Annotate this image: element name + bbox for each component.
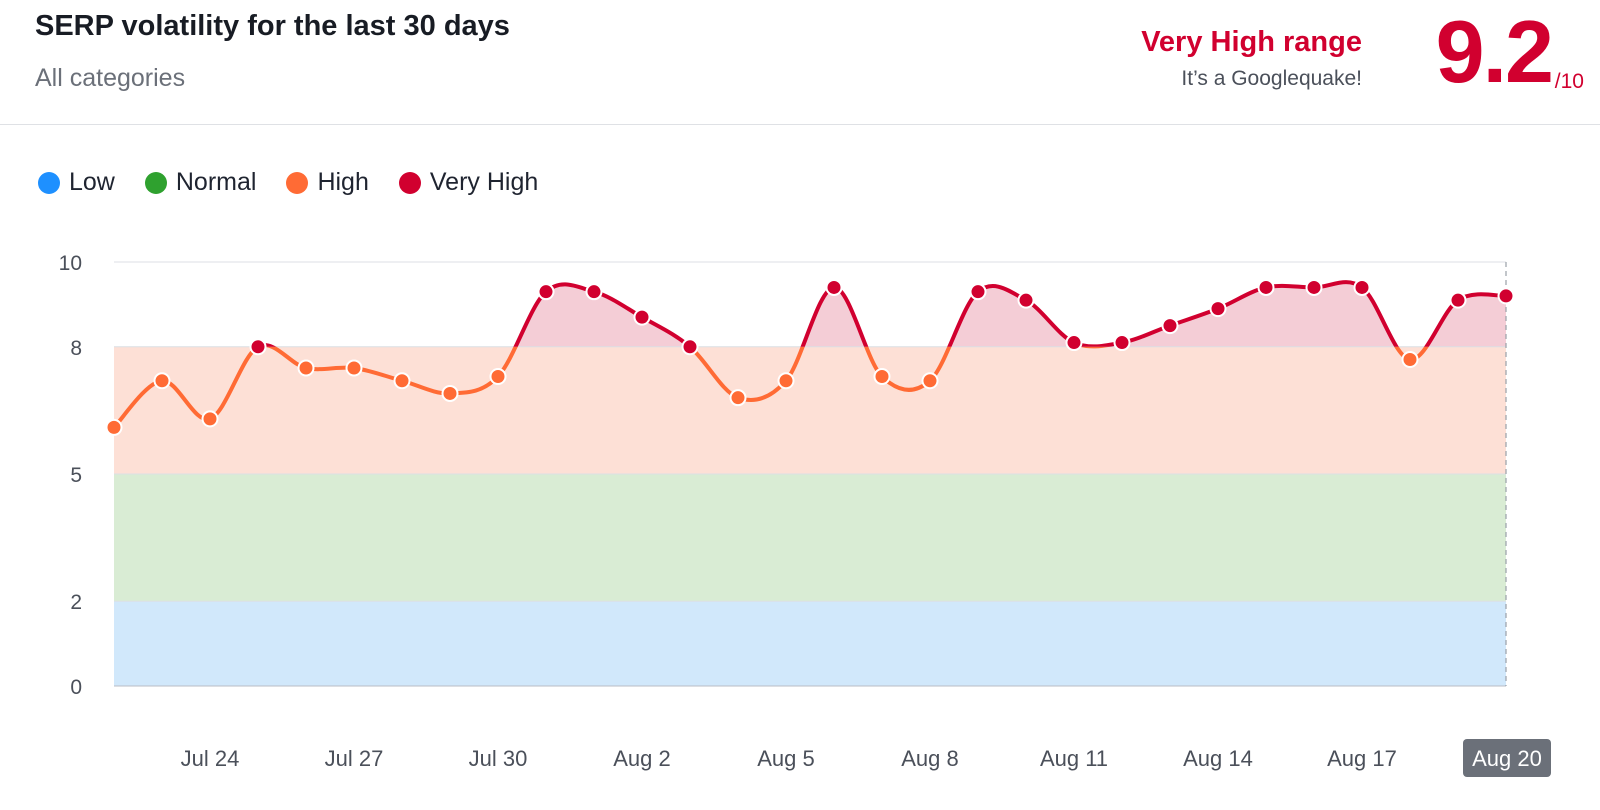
very-high-area [258, 282, 1506, 347]
data-point [537, 283, 555, 301]
data-point [1305, 278, 1323, 296]
x-tick-label: Aug 5 [757, 746, 815, 771]
legend-dot-high [286, 171, 309, 194]
legend-label-very-high: Very High [429, 168, 539, 196]
data-point [585, 283, 603, 301]
data-point [1497, 287, 1515, 305]
chart-header: SERP volatility for the last 30 days All… [0, 0, 1600, 125]
data-point [489, 367, 507, 385]
data-point [105, 418, 123, 436]
data-point [1113, 334, 1131, 352]
volatility-score: 9.2 [1435, 2, 1554, 101]
y-tick-label: 2 [70, 591, 82, 614]
x-tick-label: Aug 14 [1183, 746, 1253, 771]
volatility-range-label: Very High range [1141, 26, 1362, 58]
data-point [1161, 317, 1179, 335]
data-point [345, 359, 363, 377]
band-normal [114, 474, 1506, 602]
data-point [777, 372, 795, 390]
x-tick-label: Aug 17 [1327, 746, 1397, 771]
x-tick-label: Jul 30 [469, 746, 528, 771]
x-tick-label: Aug 11 [1040, 746, 1108, 771]
data-point [729, 389, 747, 407]
legend-item-very-high[interactable]: Very High [398, 168, 539, 197]
x-tick-label: Jul 27 [325, 746, 384, 771]
y-tick-label: 0 [70, 676, 82, 699]
y-tick-label: 5 [70, 464, 82, 487]
volatility-score-max: /10 [1554, 70, 1584, 93]
y-tick-label: 10 [59, 252, 82, 275]
series-line-high [114, 346, 1429, 429]
data-point [1065, 334, 1083, 352]
band-high [114, 346, 1506, 474]
chart-title: SERP volatility for the last 30 days [35, 10, 510, 42]
legend-item-normal[interactable]: Normal [144, 168, 257, 197]
data-point [1353, 278, 1371, 296]
data-point [1209, 300, 1227, 318]
data-point [393, 372, 411, 390]
data-point [921, 372, 939, 390]
legend-dot-normal [144, 171, 167, 194]
data-point [633, 308, 651, 326]
data-point [441, 384, 459, 402]
category-subtitle: All categories [35, 64, 186, 92]
data-point [153, 372, 171, 390]
data-point [297, 359, 315, 377]
legend-item-high[interactable]: High [286, 168, 369, 197]
legend-dot-low [38, 171, 60, 194]
data-point [249, 338, 267, 356]
data-point [1257, 278, 1275, 296]
volatility-range-description: It’s a Googlequake! [1181, 67, 1362, 90]
data-point [1401, 351, 1419, 369]
legend-item-low[interactable]: Low [38, 168, 115, 197]
x-tick-label: Aug 2 [613, 746, 671, 771]
x-tick-label: Aug 8 [901, 746, 959, 771]
legend-label-low: Low [69, 168, 115, 196]
legend-label-normal: Normal [175, 168, 257, 196]
data-point [681, 338, 699, 356]
x-tick-label-highlighted: Aug 20 [1472, 746, 1542, 771]
data-point [201, 410, 219, 428]
data-point [1017, 291, 1035, 309]
chart-legend: Low Normal High Very High [38, 168, 538, 197]
highlighted-x-label-bg [1463, 739, 1551, 777]
data-point [825, 278, 843, 296]
x-tick-label: Jul 24 [181, 746, 240, 771]
data-point [873, 367, 891, 385]
legend-dot-very-high [398, 171, 421, 194]
legend-label-high: High [317, 168, 369, 196]
data-point [1449, 291, 1467, 309]
band-low [114, 601, 1506, 686]
data-point [969, 283, 987, 301]
y-tick-label: 8 [70, 337, 82, 360]
